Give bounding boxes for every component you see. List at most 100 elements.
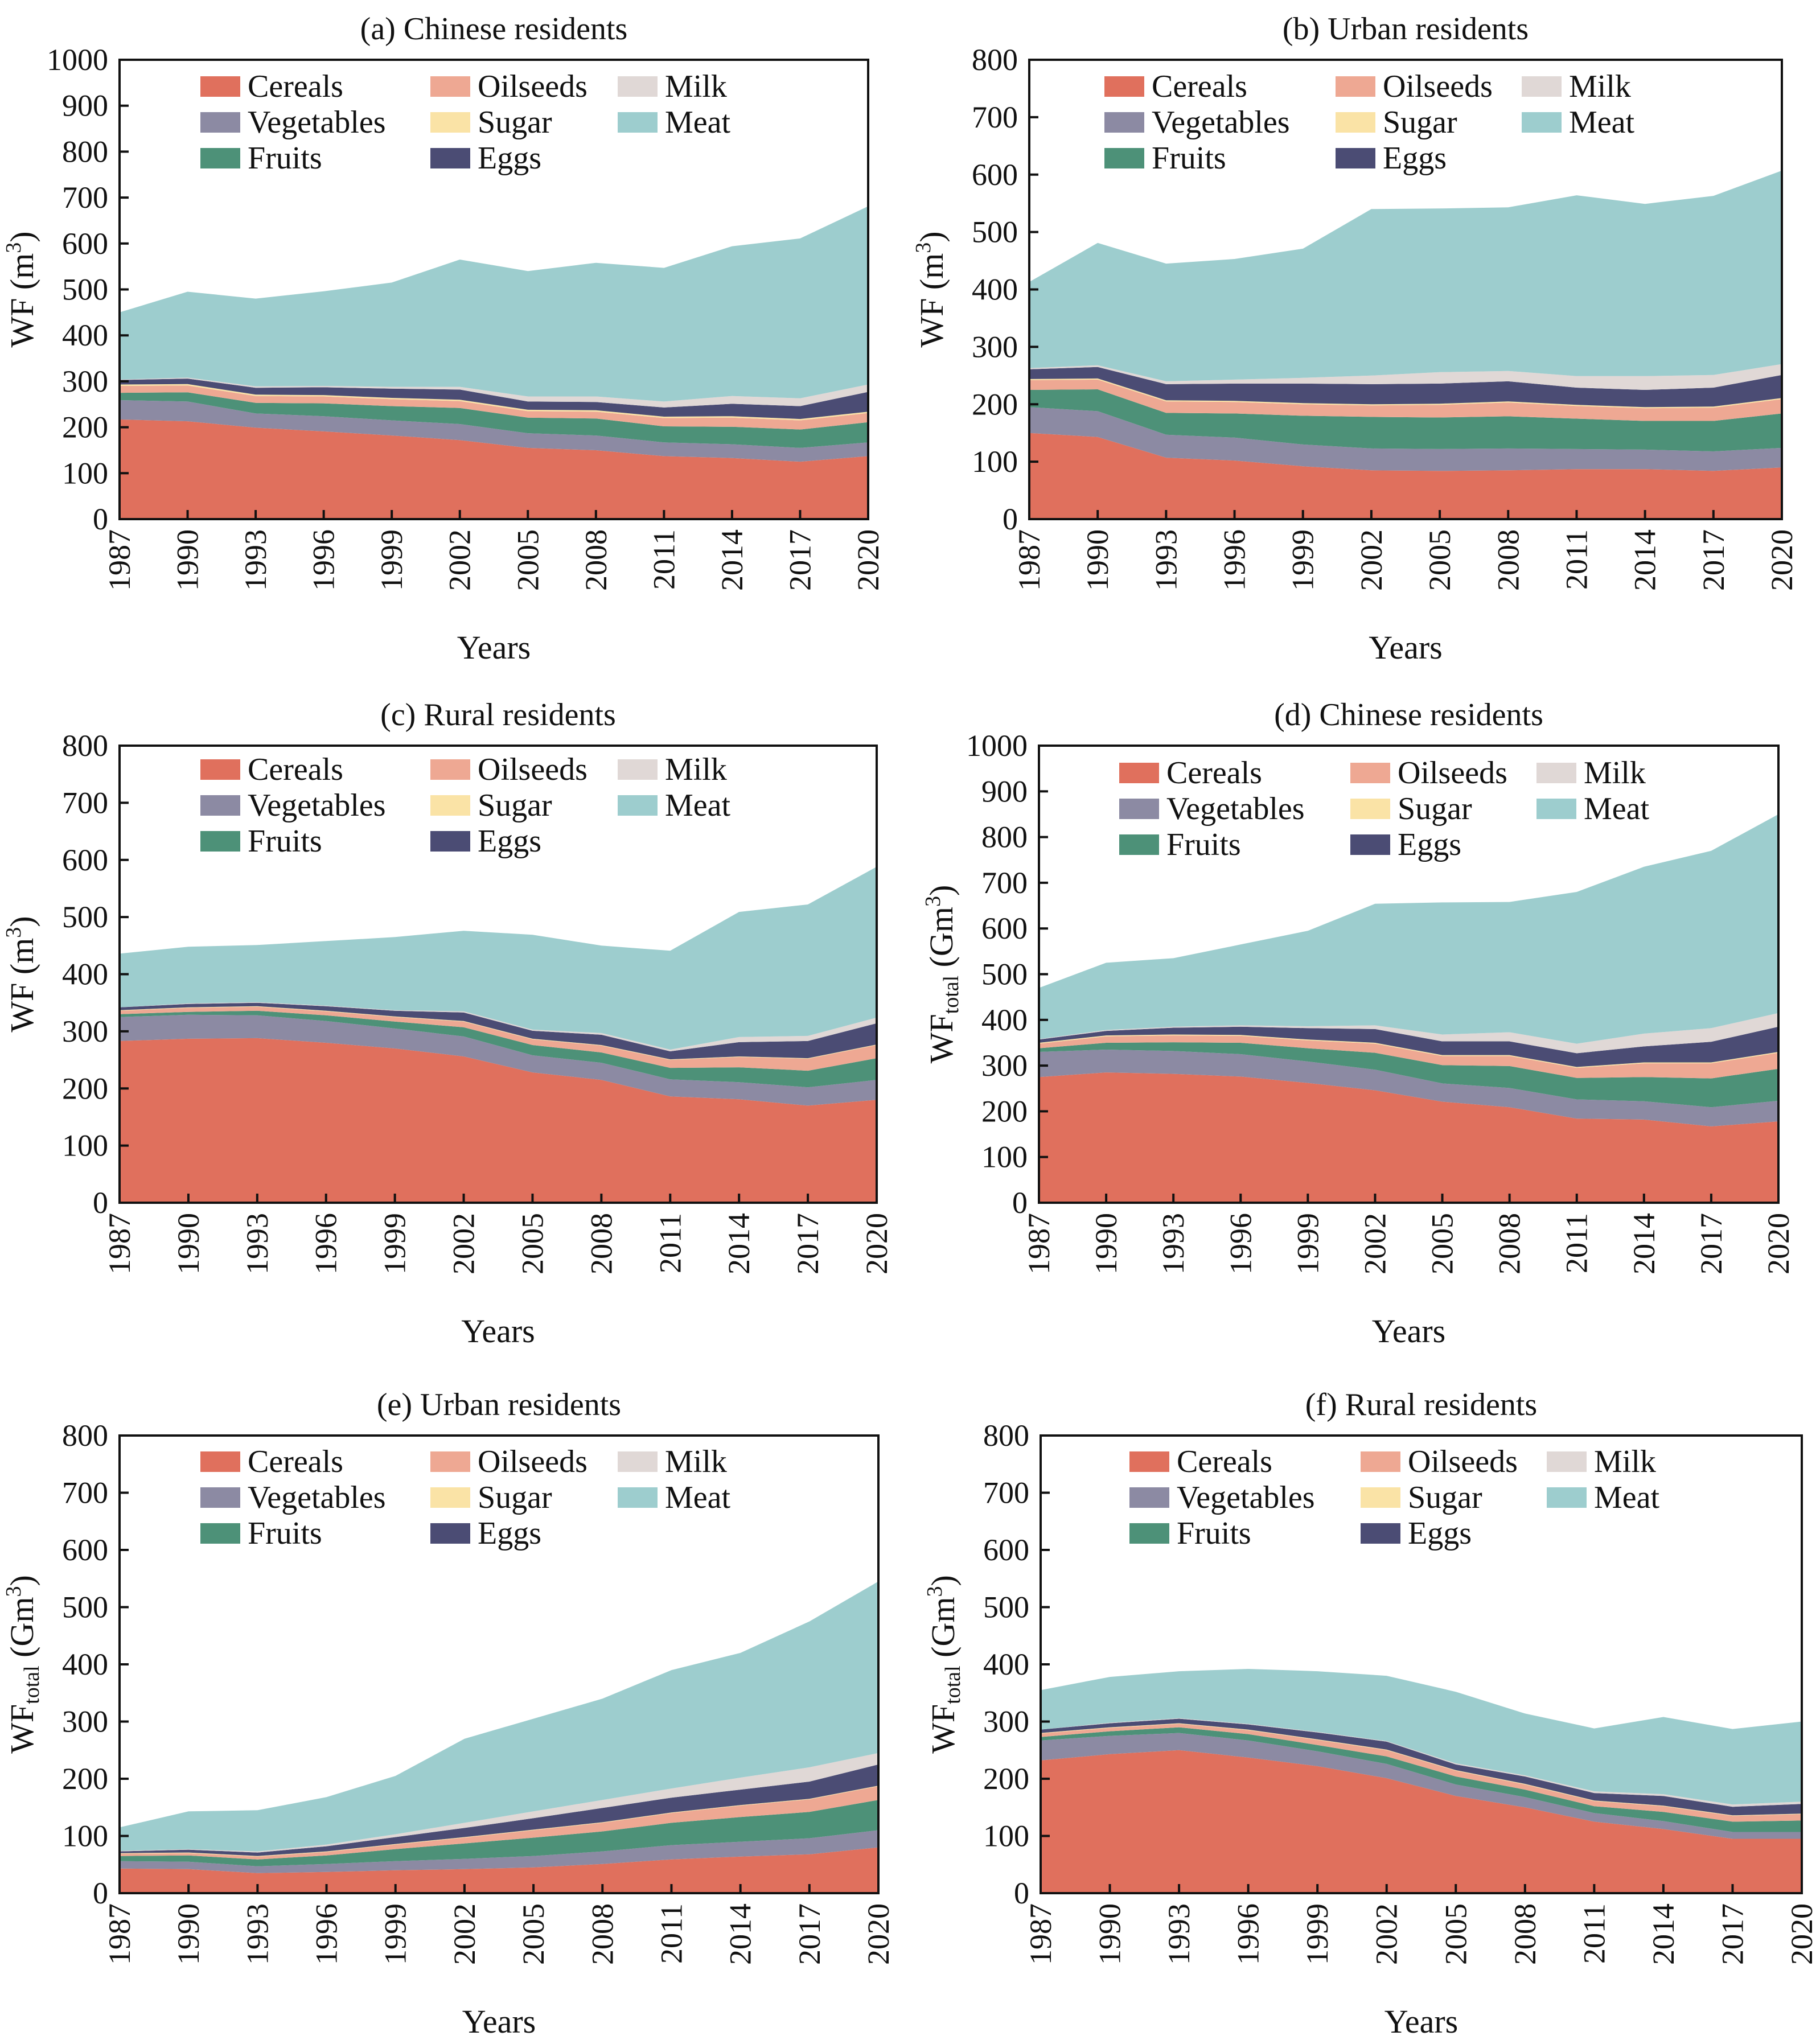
y-tick-label: 600 bbox=[972, 158, 1018, 192]
legend-swatch-sugar bbox=[1350, 799, 1390, 819]
series-area-eggs bbox=[120, 379, 868, 420]
y-tick-label: 500 bbox=[981, 957, 1028, 992]
series-area-meat bbox=[1029, 170, 1782, 381]
legend-swatch-sugar bbox=[1336, 112, 1375, 133]
chart-panel-b: 0 100 200 300 400 500 600 700 800 1987 1990 1993 199… bbox=[911, 11, 1799, 666]
series-area-meat bbox=[120, 206, 868, 402]
legend-swatch-milk bbox=[1547, 1451, 1587, 1472]
y-tick-label: 700 bbox=[62, 1476, 108, 1510]
y-tick-label: 200 bbox=[62, 1762, 108, 1796]
legend-label-meat: Meat bbox=[1584, 791, 1650, 826]
legend-swatch-fruits bbox=[200, 1523, 240, 1544]
x-tick-label: 1987 bbox=[1022, 1213, 1056, 1274]
series-area-oilseeds bbox=[120, 385, 868, 430]
series-area-meat bbox=[120, 866, 877, 1050]
legend-swatch-oilseeds bbox=[1350, 763, 1390, 783]
legend-label-cereals: Cereals bbox=[248, 752, 343, 787]
x-tick-label: 1999 bbox=[375, 529, 409, 591]
series-area-milk bbox=[1029, 364, 1782, 390]
y-tick-label: 200 bbox=[983, 1762, 1029, 1796]
series-area-cereals bbox=[1029, 433, 1782, 519]
x-tick-label: 1993 bbox=[239, 529, 273, 591]
y-tick-label: 800 bbox=[62, 729, 108, 763]
y-axis-label: WFtotal (Gm3) bbox=[923, 1575, 965, 1754]
y-tick-label: 1000 bbox=[47, 43, 108, 77]
x-tick-label: 1990 bbox=[171, 1903, 206, 1965]
x-tick-label: 2005 bbox=[1423, 529, 1457, 591]
x-tick-label: 1999 bbox=[378, 1213, 412, 1274]
y-tick-label: 100 bbox=[981, 1140, 1028, 1174]
x-tick-label: 1999 bbox=[1291, 1213, 1325, 1274]
y-tick-label: 300 bbox=[62, 1705, 108, 1739]
legend-label-sugar: Sugar bbox=[478, 788, 552, 823]
y-tick-label: 0 bbox=[93, 1876, 108, 1910]
legend-label-sugar: Sugar bbox=[478, 1480, 552, 1515]
series-area-vegetables bbox=[1029, 407, 1782, 471]
legend-label-vegetables: Vegetables bbox=[1177, 1480, 1315, 1515]
series-area-oilseeds bbox=[120, 1006, 877, 1071]
x-tick-label: 2017 bbox=[792, 1903, 827, 1965]
y-tick-label: 800 bbox=[62, 134, 108, 168]
x-tick-label: 2002 bbox=[447, 1903, 482, 1965]
x-tick-label: 2014 bbox=[722, 1213, 756, 1274]
x-tick-label: 2002 bbox=[1370, 1903, 1404, 1965]
x-tick-label: 1999 bbox=[1300, 1903, 1334, 1965]
x-tick-label: 1996 bbox=[1223, 1213, 1258, 1274]
x-tick-label: 2011 bbox=[647, 529, 681, 590]
series-area-vegetables bbox=[1041, 1733, 1802, 1839]
y-tick-label: 600 bbox=[62, 1533, 108, 1567]
legend-label-vegetables: Vegetables bbox=[1166, 791, 1305, 826]
legend-swatch-milk bbox=[1536, 763, 1576, 783]
series-area-cereals bbox=[1041, 1750, 1802, 1893]
series-area-meat bbox=[120, 1581, 878, 1852]
x-tick-label: 2020 bbox=[851, 529, 885, 591]
y-tick-label: 400 bbox=[972, 273, 1018, 307]
legend-swatch-eggs bbox=[1350, 834, 1390, 855]
legend-label-vegetables: Vegetables bbox=[1152, 105, 1290, 140]
legend-label-meat: Meat bbox=[665, 1480, 731, 1515]
legend-swatch-milk bbox=[618, 759, 658, 780]
y-tick-label: 800 bbox=[981, 820, 1028, 854]
x-tick-label: 2008 bbox=[579, 529, 613, 591]
y-tick-label: 700 bbox=[981, 866, 1028, 900]
legend-swatch-vegetables bbox=[1104, 112, 1144, 133]
x-tick-label: 2017 bbox=[1694, 1213, 1728, 1274]
x-tick-label: 1993 bbox=[1149, 529, 1183, 591]
legend-swatch-eggs bbox=[1361, 1523, 1400, 1544]
legend-label-oilseeds: Oilseeds bbox=[1383, 69, 1493, 104]
x-tick-label: 2020 bbox=[1765, 529, 1799, 591]
legend-swatch-oilseeds bbox=[1336, 76, 1375, 97]
chart-panel-e: 0 100 200 300 400 500 600 700 800 1987 1990 1993 199… bbox=[2, 1387, 895, 2040]
legend-swatch-sugar bbox=[430, 795, 470, 816]
x-tick-label: 2020 bbox=[860, 1213, 894, 1274]
y-tick-label: 200 bbox=[981, 1094, 1028, 1128]
series-area-oilseeds bbox=[1029, 379, 1782, 421]
legend-swatch-fruits bbox=[1104, 148, 1144, 168]
y-tick-label: 300 bbox=[972, 330, 1018, 364]
x-axis-label: Years bbox=[461, 1313, 535, 1350]
x-tick-label: 2020 bbox=[861, 1903, 895, 1965]
legend-swatch-milk bbox=[618, 76, 658, 97]
x-axis-label: Years bbox=[1384, 2003, 1458, 2040]
x-tick-label: 2008 bbox=[585, 1903, 619, 1965]
x-axis-label: Years bbox=[1369, 629, 1442, 666]
legend-swatch-cereals bbox=[200, 1451, 240, 1472]
y-tick-label: 300 bbox=[62, 364, 108, 398]
x-tick-label: 2008 bbox=[584, 1213, 618, 1274]
chart-panel-d: 0 100 200 300 400 500 600 700 800 900 1000 1987 1990… bbox=[921, 697, 1796, 1350]
chart-panel-a: 0 100 200 300 400 500 600 700 800 900 1000 1987 1990… bbox=[2, 11, 885, 666]
x-tick-label: 2008 bbox=[1491, 529, 1525, 591]
y-tick-label: 300 bbox=[983, 1705, 1029, 1739]
x-tick-label: 2014 bbox=[715, 529, 749, 591]
y-tick-label: 0 bbox=[93, 1186, 108, 1220]
series-area-milk bbox=[120, 377, 868, 408]
x-tick-label: 2011 bbox=[1577, 1903, 1611, 1964]
x-tick-label: 2005 bbox=[516, 1903, 550, 1965]
x-tick-label: 2005 bbox=[515, 1213, 549, 1274]
x-tick-label: 1996 bbox=[307, 529, 341, 591]
x-tick-label: 2014 bbox=[1646, 1903, 1681, 1965]
x-tick-label: 1996 bbox=[1218, 529, 1252, 591]
legend-label-oilseeds: Oilseeds bbox=[1408, 1444, 1518, 1479]
x-tick-label: 1993 bbox=[1162, 1903, 1196, 1965]
